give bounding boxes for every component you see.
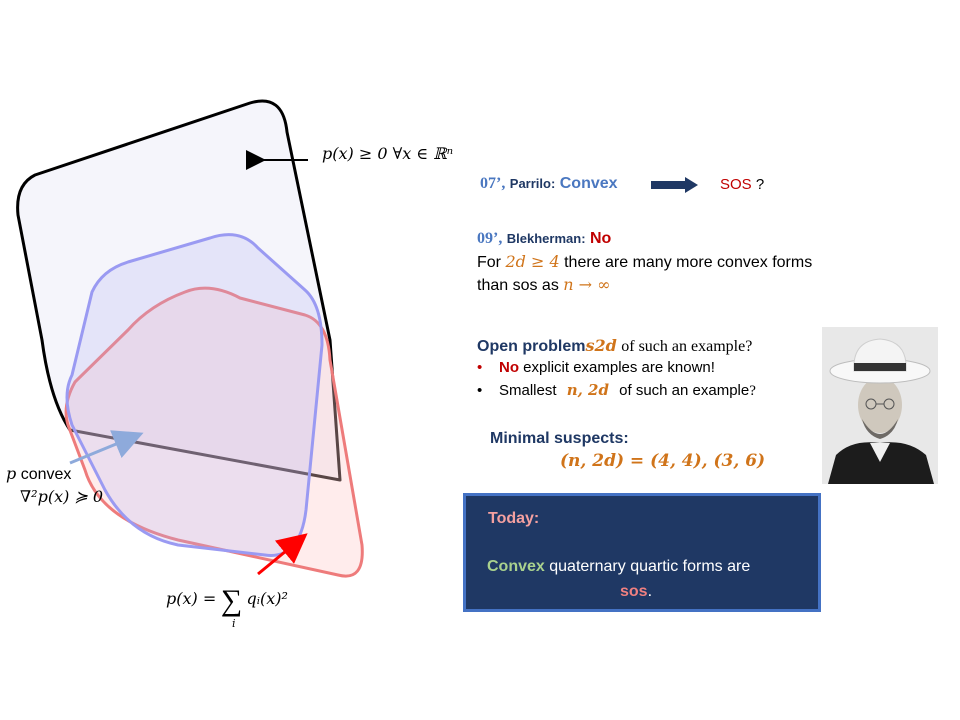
- nonnegative-region: [16, 99, 342, 482]
- blekherman-answer: No: [589, 230, 612, 247]
- sos-label: p(x) = ∑ qᵢ(x)²: [166, 578, 288, 617]
- blekherman-name: Blekherman:: [506, 231, 586, 246]
- open-problem-title: Open problems2d of such an example?: [477, 336, 752, 356]
- convex-region: [65, 233, 324, 557]
- parrilo-line: 07’, Parrilo: Convex: [480, 175, 618, 193]
- question-mark: ?: [755, 176, 765, 193]
- bullet2-math: n, 2d: [566, 381, 609, 399]
- open-problem-bold: Open problem: [477, 338, 586, 355]
- sum-symbol: ∑: [220, 584, 243, 617]
- sum-index: i: [232, 617, 236, 630]
- convex-label-word: convex: [20, 466, 72, 483]
- convex-label-p: p: [6, 464, 17, 483]
- open-problem-bullet-1: • No explicit examples are known!: [477, 359, 715, 376]
- bullet2-q: ?: [749, 383, 756, 399]
- convex-arrow: [69, 430, 144, 465]
- bullet1-rest: explicit examples are known!: [523, 359, 715, 376]
- today-line2: sos.: [620, 583, 652, 601]
- blekherman-year: 09’,: [477, 230, 503, 247]
- minimal-suspects-title: Minimal suspects:: [490, 430, 629, 447]
- implies-arrow-icon: [651, 177, 698, 193]
- portrait-photo: [822, 327, 938, 484]
- convex-cones-diagram: [16, 99, 364, 578]
- sos-label-lhs: p(x) =: [166, 589, 217, 608]
- sos-label-rhs: qᵢ(x)²: [246, 589, 288, 608]
- today-convex: Convex: [487, 558, 545, 575]
- line2-math: n → ∞: [563, 275, 611, 294]
- today-title: Today:: [488, 510, 540, 527]
- sos-text: SOS: [720, 176, 752, 193]
- line2-pre: than sos as: [477, 277, 559, 294]
- parrilo-sos: SOS ?: [720, 176, 764, 193]
- parrilo-year: 07’,: [480, 175, 506, 192]
- bullet1-bold: No: [499, 359, 519, 376]
- hessian-label: ∇²p(x) ≽ 0: [20, 487, 104, 506]
- parrilo-convex: Convex: [559, 175, 618, 192]
- line1-math: 2d ≥ 4: [505, 252, 560, 271]
- blekherman-line2: than sos as n → ∞: [477, 275, 611, 295]
- today-period: .: [647, 583, 653, 600]
- bullet-dot-1: •: [477, 359, 483, 376]
- sos-region: [64, 286, 364, 578]
- open-problem-bullet-2: • Smallest n, 2d of such an example?: [477, 381, 756, 400]
- minimal-suspects-formula: (n, 2d) = (4, 4), (3, 6): [560, 451, 766, 471]
- today-line1: Convex quaternary quartic forms are: [487, 558, 750, 576]
- bullet2-post: of such an example: [619, 382, 750, 399]
- blekherman-line1: For 2d ≥ 4 there are many more convex fo…: [477, 252, 812, 272]
- bullet2-pre: Smallest: [499, 382, 557, 399]
- open-problem-rest: of such an example?: [621, 338, 753, 355]
- line1-post: there are many more convex forms: [564, 254, 813, 271]
- open-problem-overlap: s2d: [585, 336, 617, 355]
- line1-pre: For: [477, 254, 501, 271]
- today-box: Today: Convex quaternary quartic forms a…: [463, 493, 821, 612]
- today-rest: quaternary quartic forms are: [549, 558, 751, 575]
- convex-label: p convex: [6, 464, 71, 484]
- bullet-dot-2: •: [477, 382, 483, 399]
- parrilo-name: Parrilo:: [509, 176, 556, 191]
- today-sos: sos: [620, 583, 648, 600]
- nonnegative-label: p(x) ≥ 0 ∀x ∈ ℝⁿ: [322, 144, 454, 163]
- sos-arrow: [257, 533, 308, 576]
- blekherman-heading: 09’, Blekherman: No: [477, 230, 611, 248]
